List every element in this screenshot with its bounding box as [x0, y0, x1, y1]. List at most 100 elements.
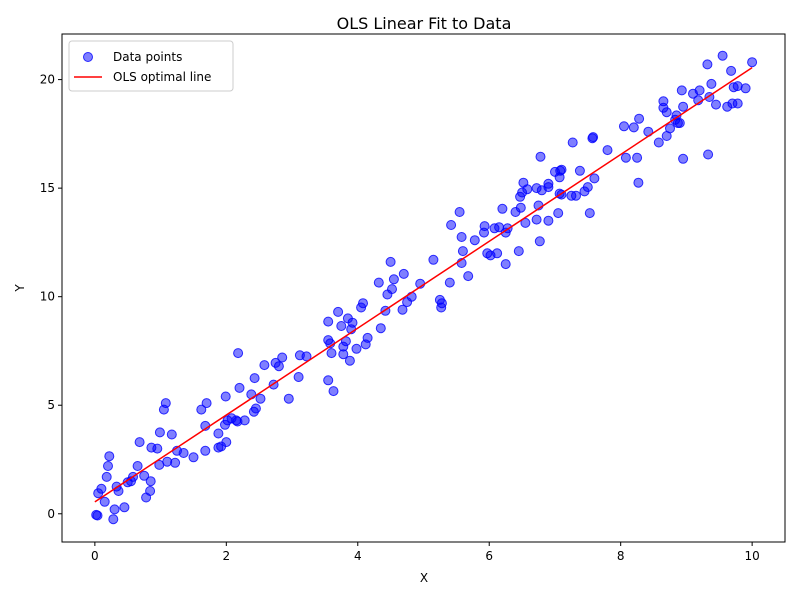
- data-point: [653, 137, 664, 148]
- data-point: [328, 386, 339, 397]
- data-layer: [91, 50, 758, 525]
- data-point: [553, 208, 564, 219]
- data-point: [239, 415, 250, 426]
- data-point: [249, 373, 260, 384]
- data-point: [188, 452, 199, 463]
- data-point: [259, 360, 270, 371]
- data-point: [362, 332, 373, 343]
- data-point: [134, 437, 145, 448]
- data-point: [500, 259, 511, 270]
- data-point: [513, 246, 524, 257]
- y-axis-label: Y: [13, 284, 27, 293]
- data-point: [178, 448, 189, 458]
- data-point: [145, 486, 156, 496]
- data-point: [456, 232, 467, 242]
- data-point: [277, 352, 288, 363]
- data-point: [326, 348, 337, 359]
- data-point: [104, 451, 115, 462]
- y-tick-label: 15: [40, 181, 55, 195]
- data-point: [497, 203, 508, 214]
- data-point: [492, 248, 503, 259]
- data-point: [273, 361, 284, 372]
- data-point: [479, 221, 490, 232]
- data-point: [397, 304, 408, 315]
- data-point: [634, 113, 645, 124]
- data-point: [160, 398, 171, 409]
- data-point: [711, 99, 721, 110]
- data-point: [200, 445, 211, 456]
- data-point: [589, 173, 600, 184]
- y-axis-ticks: 0 5 10 15 20: [40, 73, 62, 521]
- data-point: [567, 137, 578, 148]
- data-point: [388, 274, 399, 285]
- data-point: [220, 391, 231, 402]
- data-point: [674, 118, 685, 128]
- data-point: [584, 208, 595, 219]
- y-tick-label: 5: [47, 398, 55, 412]
- data-point: [387, 284, 397, 295]
- data-point: [428, 254, 439, 265]
- data-point: [658, 96, 669, 107]
- data-point: [747, 57, 758, 68]
- data-point: [574, 165, 585, 176]
- data-point: [703, 149, 714, 160]
- x-tick-label: 0: [91, 549, 99, 563]
- data-point: [293, 372, 304, 382]
- x-tick-label: 10: [744, 549, 759, 563]
- data-point: [152, 443, 163, 454]
- data-point: [676, 85, 687, 96]
- y-tick-label: 10: [40, 290, 55, 304]
- data-point: [535, 151, 546, 162]
- data-point: [457, 246, 468, 257]
- data-point: [694, 85, 705, 96]
- plot-frame: [61, 33, 786, 543]
- ols-fit-line: [94, 67, 753, 503]
- data-point: [446, 220, 457, 230]
- data-point: [96, 483, 107, 494]
- data-point: [531, 214, 542, 225]
- data-point: [520, 217, 531, 228]
- data-point: [556, 164, 567, 175]
- data-point: [588, 132, 599, 143]
- data-point: [633, 177, 644, 188]
- x-axis-ticks: 0 2 4 6 8 10: [91, 542, 760, 563]
- y-tick-label: 0: [47, 507, 55, 521]
- x-tick-label: 6: [485, 549, 493, 563]
- data-point: [543, 182, 554, 193]
- data-point: [398, 268, 409, 279]
- data-point: [661, 107, 672, 118]
- legend-label-ols-line: OLS optimal line: [113, 70, 211, 84]
- data-point: [358, 298, 368, 309]
- data-point: [170, 457, 181, 468]
- data-point: [469, 235, 480, 246]
- data-point: [344, 355, 355, 366]
- data-point: [373, 277, 384, 288]
- data-point: [323, 316, 334, 327]
- data-point: [92, 510, 103, 521]
- data-point: [213, 428, 224, 439]
- x-tick-label: 8: [617, 549, 625, 563]
- data-point: [717, 50, 728, 61]
- data-point: [582, 182, 593, 193]
- data-point: [103, 461, 113, 471]
- data-point: [385, 256, 396, 267]
- data-point: [571, 190, 581, 201]
- data-point: [336, 321, 347, 331]
- data-point: [620, 152, 631, 163]
- data-point: [732, 98, 743, 109]
- data-point: [139, 470, 150, 481]
- data-point: [255, 393, 266, 404]
- data-point: [145, 476, 156, 487]
- data-point: [628, 122, 639, 133]
- data-point: [99, 496, 110, 507]
- data-point: [665, 123, 675, 134]
- data-point: [196, 404, 207, 415]
- data-point: [333, 306, 344, 317]
- data-point: [347, 317, 358, 328]
- data-point: [678, 153, 689, 164]
- data-point: [454, 207, 465, 217]
- data-point: [406, 291, 417, 302]
- legend: Data points OLS optimal line: [68, 40, 234, 92]
- legend-label-data-points: Data points: [113, 50, 182, 64]
